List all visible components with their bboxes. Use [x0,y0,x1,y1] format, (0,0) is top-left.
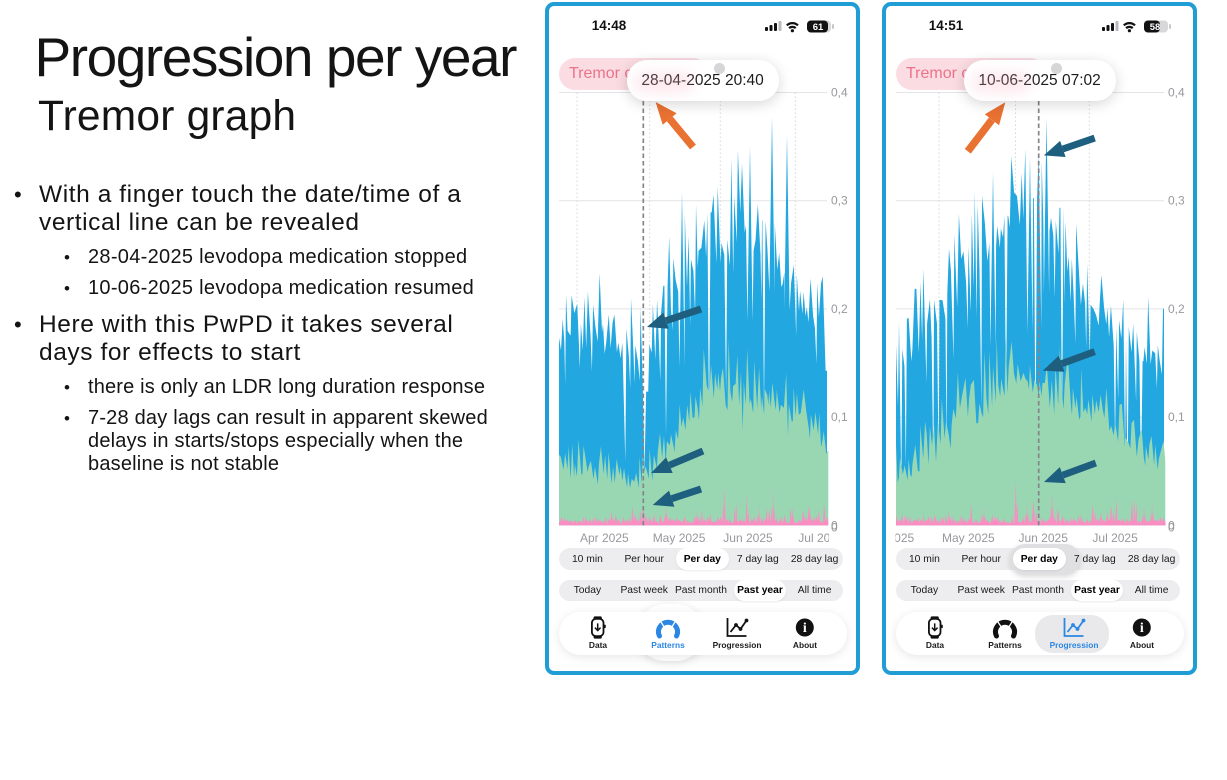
svg-text:58: 58 [1150,22,1161,33]
svg-text:May 2025: May 2025 [653,531,706,545]
svg-text:0: 0 [831,520,838,534]
svg-text:0: 0 [1168,518,1175,532]
svg-text:i: i [1140,621,1144,636]
svg-text:0: 0 [1168,520,1175,534]
svg-text:0,2: 0,2 [1168,302,1185,316]
svg-text:0: 0 [831,518,838,532]
svg-text:0,3: 0,3 [831,194,848,208]
svg-text:0,4: 0,4 [1168,86,1185,100]
svg-text:May 2025: May 2025 [942,531,995,545]
svg-text:Apr 2025: Apr 2025 [886,531,915,545]
svg-text:Jul 2025: Jul 2025 [1092,531,1138,545]
svg-text:Jul 2025: Jul 2025 [798,531,844,545]
svg-text:Jun 2025: Jun 2025 [723,531,773,545]
svg-text:0,3: 0,3 [1168,194,1185,208]
svg-text:Apr 2025: Apr 2025 [580,531,629,545]
svg-text:0,1: 0,1 [1168,410,1185,424]
svg-text:i: i [803,621,807,636]
svg-text:Jun 2025: Jun 2025 [1019,531,1069,545]
svg-text:0,4: 0,4 [831,86,848,100]
svg-text:0,2: 0,2 [831,302,848,316]
svg-text:61: 61 [813,22,824,33]
svg-text:0,1: 0,1 [831,410,848,424]
